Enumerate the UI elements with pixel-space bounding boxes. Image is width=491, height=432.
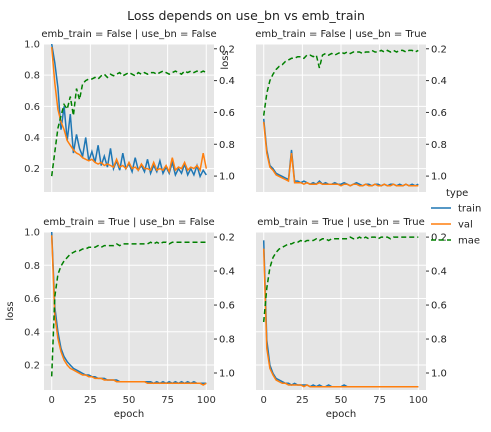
y2-tick-label: 0.4	[219, 267, 235, 278]
facet-panel-4: emb_train = True | use_bn = True 0.2 0.4 0.…	[256, 217, 447, 420]
y2-tick-label: 0.6	[431, 301, 447, 312]
y-tick-label: 0.8	[24, 71, 40, 82]
y2-tick-label: 0.6	[219, 301, 235, 312]
x-tick-label: 25	[84, 395, 97, 406]
y2-tick-label: 0.6	[431, 108, 447, 119]
panel-title: emb_train = True | use_bn = True	[257, 217, 425, 228]
y-tick-label: 1.0	[24, 40, 40, 51]
y-tick-label: 0.6	[24, 102, 40, 113]
legend-items: train val mae	[431, 204, 481, 247]
x-axis-label: epoch	[326, 409, 356, 420]
y2-tick-label: 0.2	[219, 44, 235, 55]
x-tick-label: 75	[161, 395, 174, 406]
y-tick-label: 0.4	[24, 133, 40, 144]
x-tick-label: 75	[373, 395, 386, 406]
y-tick-label: 0.4	[24, 327, 40, 338]
y-tick-label: 0.2	[24, 361, 40, 372]
series-line-mae	[50, 241, 207, 377]
x-axis-label: epoch	[114, 409, 144, 420]
figure-title: Loss depends on use_bn vs emb_train	[127, 8, 365, 23]
y2-tick-label: 0.2	[219, 233, 235, 244]
legend-label: train	[458, 204, 481, 215]
y2-tick-label: 0.4	[431, 267, 447, 278]
series-line-mae	[50, 70, 207, 177]
facet-panel-2: emb_train = False | use_bn = True 0.2 0.4 0…	[255, 29, 447, 192]
legend-item-val: val	[431, 220, 473, 231]
y-axis-label: loss	[5, 301, 16, 320]
x-tick-label: 0	[49, 395, 55, 406]
y-tick-label: 0.6	[24, 294, 40, 305]
y2-tick-label: 1.0	[431, 172, 447, 183]
y2-tick-label: 1.0	[219, 369, 235, 380]
x-tick-label: 25	[296, 395, 309, 406]
y2-axis-label: loss	[220, 50, 231, 69]
legend: type train val mae	[431, 188, 481, 247]
y2-tick-label: 0.2	[431, 233, 447, 244]
legend-label: mae	[458, 236, 480, 247]
y2-tick-label: 1.0	[431, 369, 447, 380]
y2-tick-label: 0.8	[431, 335, 447, 346]
legend-label: val	[458, 220, 473, 231]
series-line-mae	[262, 49, 419, 116]
facet-panel-1: emb_train = False | use_bn = False0.20.4…	[24, 29, 235, 192]
series-line-val	[50, 235, 207, 386]
panel-title: emb_train = True | use_bn = False	[43, 217, 214, 228]
y-tick-label: 1.0	[24, 228, 40, 239]
series-line-val	[262, 248, 419, 388]
y2-tick-label: 0.8	[219, 140, 235, 151]
y2-tick-label: 0.6	[219, 108, 235, 119]
y-tick-label: 0.8	[24, 261, 40, 272]
y-tick-label: 0.2	[24, 164, 40, 175]
legend-item-mae: mae	[431, 236, 480, 247]
y2-tick-label: 0.8	[431, 140, 447, 151]
y2-tick-label: 0.4	[219, 76, 235, 87]
panel-title: emb_train = False | use_bn = False	[41, 29, 216, 40]
series-line-val	[50, 47, 208, 174]
x-tick-label: 0	[261, 395, 267, 406]
series-line-val	[262, 121, 419, 187]
panel-title: emb_train = False | use_bn = True	[255, 29, 426, 40]
legend-title: type	[446, 188, 468, 199]
x-tick-label: 100	[409, 395, 428, 406]
x-tick-label: 50	[335, 395, 348, 406]
y2-tick-label: 0.4	[431, 76, 447, 87]
y2-tick-label: 0.2	[431, 44, 447, 55]
y2-tick-label: 1.0	[219, 172, 235, 183]
x-tick-label: 100	[197, 395, 216, 406]
x-tick-label: 50	[123, 395, 136, 406]
facet-grid: emb_train = False | use_bn = False0.20.4…	[5, 29, 447, 420]
legend-item-train: train	[431, 204, 481, 215]
facet-panel-3: emb_train = True | use_bn = False 0.2 0.4 0…	[5, 217, 235, 420]
y2-tick-label: 0.8	[219, 335, 235, 346]
